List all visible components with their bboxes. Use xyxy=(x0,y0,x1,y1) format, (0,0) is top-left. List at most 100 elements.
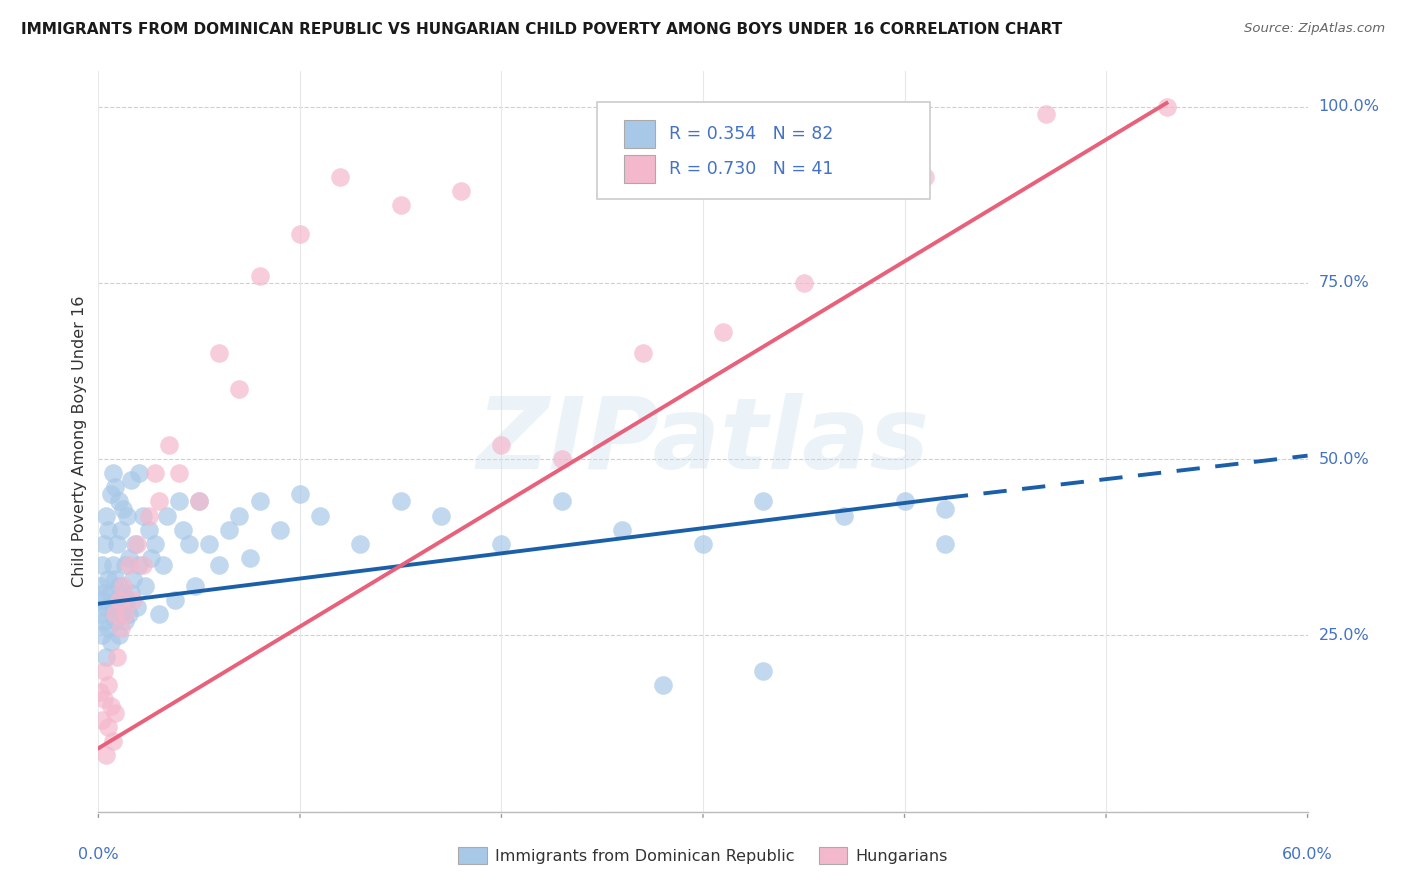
Point xyxy=(631,346,654,360)
Point xyxy=(110,621,132,635)
Point xyxy=(107,579,129,593)
Point xyxy=(152,558,174,572)
Point xyxy=(218,523,240,537)
Point xyxy=(172,523,194,537)
Point xyxy=(93,537,115,551)
Point xyxy=(107,593,129,607)
Text: R = 0.730   N = 41: R = 0.730 N = 41 xyxy=(669,160,834,178)
Point xyxy=(97,572,120,586)
Point xyxy=(651,678,673,692)
Point xyxy=(89,685,111,699)
Point xyxy=(91,628,114,642)
Point xyxy=(103,607,125,622)
Text: R = 0.354   N = 82: R = 0.354 N = 82 xyxy=(669,125,834,144)
Point xyxy=(97,523,120,537)
Point xyxy=(110,607,132,622)
Point xyxy=(128,467,150,481)
Point xyxy=(89,579,111,593)
Point xyxy=(134,579,156,593)
Point xyxy=(114,615,136,629)
Point xyxy=(934,501,956,516)
Point xyxy=(111,501,134,516)
Point xyxy=(91,558,114,572)
Point xyxy=(111,586,134,600)
Point xyxy=(120,586,142,600)
Text: IMMIGRANTS FROM DOMINICAN REPUBLIC VS HUNGARIAN CHILD POVERTY AMONG BOYS UNDER 1: IMMIGRANTS FROM DOMINICAN REPUBLIC VS HU… xyxy=(21,22,1063,37)
Point xyxy=(103,480,125,494)
Point xyxy=(163,593,186,607)
Point xyxy=(111,579,134,593)
Point xyxy=(101,558,124,572)
Point xyxy=(103,706,125,720)
Point xyxy=(100,586,122,600)
Point xyxy=(430,508,453,523)
Point xyxy=(93,586,115,600)
Point xyxy=(120,473,142,487)
Point xyxy=(97,678,120,692)
Point xyxy=(228,382,250,396)
Point xyxy=(93,692,115,706)
Point xyxy=(692,537,714,551)
Point xyxy=(148,607,170,622)
Point xyxy=(1035,106,1057,120)
Point xyxy=(96,649,118,664)
Point xyxy=(139,550,162,565)
Point xyxy=(93,664,115,678)
Bar xyxy=(624,120,655,148)
Point xyxy=(249,268,271,283)
Point xyxy=(125,537,148,551)
Point xyxy=(105,649,128,664)
Point xyxy=(148,494,170,508)
Point xyxy=(184,579,207,593)
Point xyxy=(309,508,332,523)
Point xyxy=(124,537,146,551)
Text: 25.0%: 25.0% xyxy=(1319,628,1369,643)
Point xyxy=(125,600,148,615)
Text: Source: ZipAtlas.com: Source: ZipAtlas.com xyxy=(1244,22,1385,36)
Point xyxy=(491,537,513,551)
Point xyxy=(167,494,190,508)
Point xyxy=(115,508,138,523)
Point xyxy=(101,734,124,748)
Point xyxy=(793,276,815,290)
Point xyxy=(1156,100,1178,114)
Text: 75.0%: 75.0% xyxy=(1319,276,1369,291)
Y-axis label: Child Poverty Among Boys Under 16: Child Poverty Among Boys Under 16 xyxy=(72,296,87,587)
Point xyxy=(188,494,211,508)
Text: 50.0%: 50.0% xyxy=(1319,451,1369,467)
Point xyxy=(389,494,412,508)
Point xyxy=(208,558,231,572)
Point xyxy=(143,537,166,551)
Point xyxy=(239,550,262,565)
Point xyxy=(118,550,141,565)
Point xyxy=(450,184,472,198)
Point xyxy=(491,438,513,452)
Point xyxy=(711,325,734,339)
Point xyxy=(96,748,118,763)
Point xyxy=(107,628,129,642)
Point xyxy=(157,438,180,452)
Point xyxy=(118,558,141,572)
Point xyxy=(121,593,143,607)
Point xyxy=(752,494,775,508)
Point xyxy=(167,467,190,481)
Point xyxy=(100,698,122,713)
Point xyxy=(101,600,124,615)
Point xyxy=(132,508,155,523)
Point xyxy=(188,494,211,508)
Point xyxy=(551,494,574,508)
Point xyxy=(114,558,136,572)
Point xyxy=(91,593,114,607)
Point xyxy=(115,593,138,607)
Legend: Immigrants from Dominican Republic, Hungarians: Immigrants from Dominican Republic, Hung… xyxy=(451,841,955,871)
Point xyxy=(832,508,855,523)
Point xyxy=(551,452,574,467)
Point xyxy=(121,572,143,586)
Point xyxy=(612,523,634,537)
Point xyxy=(114,607,136,622)
Point xyxy=(208,346,231,360)
Point xyxy=(138,523,160,537)
Point xyxy=(100,635,122,649)
Text: 100.0%: 100.0% xyxy=(1319,99,1379,114)
Point xyxy=(107,494,129,508)
